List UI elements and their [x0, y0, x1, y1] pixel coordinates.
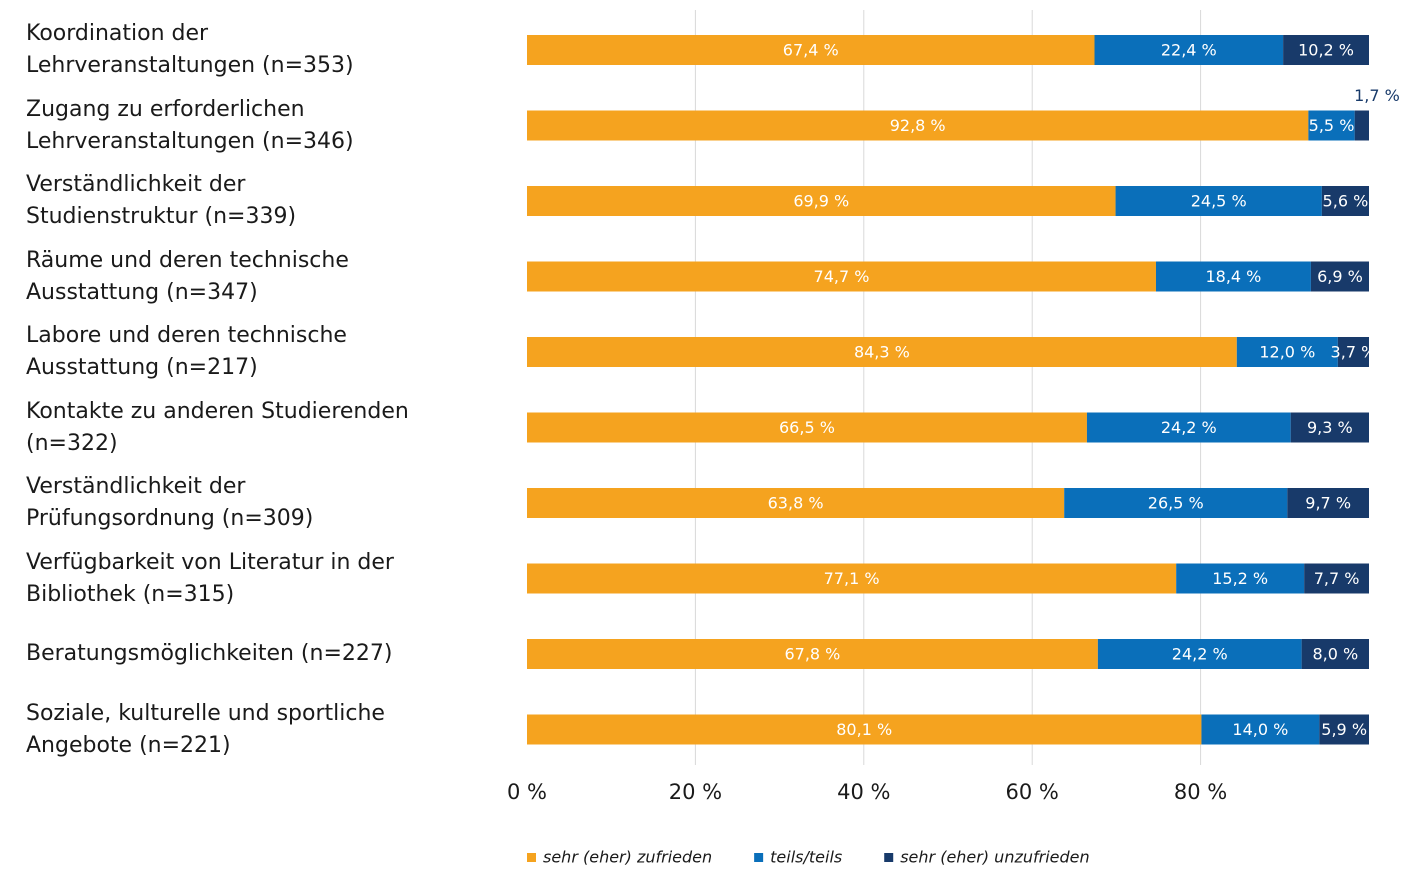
value-label: 22,4 % [1161, 41, 1217, 60]
value-label: 10,2 % [1298, 41, 1354, 60]
bar-segment [1086, 412, 1291, 443]
bar-segment [527, 35, 1095, 65]
category-label: Verständlichkeit der Studienstruktur (n=… [26, 172, 297, 229]
bar-segment [1097, 639, 1302, 669]
value-label: 74,7 % [814, 267, 870, 286]
bar-segment [1283, 35, 1369, 65]
category-label: Soziale, kulturelle und sportliche Angeb… [26, 700, 385, 758]
value-label: 67,4 % [783, 41, 839, 60]
value-label: 24,2 % [1161, 418, 1217, 437]
bar-segment [1304, 563, 1369, 594]
bar-segment [1319, 714, 1369, 745]
bar-segment [527, 714, 1202, 745]
legend-label: sehr (eher) unzufrieden [900, 848, 1089, 867]
value-label: 15,2 % [1212, 569, 1268, 588]
value-label: 9,3 % [1307, 418, 1353, 437]
bar-segment [527, 261, 1156, 292]
bar-segment [1236, 337, 1338, 367]
x-tick-label: 80 % [1174, 780, 1227, 804]
bar-segment [1201, 714, 1320, 745]
value-label: 67,8 % [784, 645, 840, 664]
value-label: 14,0 % [1232, 720, 1288, 739]
bar-segment [1321, 186, 1369, 216]
x-tick-label: 40 % [837, 780, 890, 804]
category-label: Kontakte zu anderen Studierenden (n=322) [26, 398, 409, 456]
value-label: 63,8 % [768, 494, 824, 513]
category-label: Verfügbarkeit von Literatur in der Bibli… [26, 549, 394, 607]
category-label: Räume und deren technische Ausstattung (… [26, 247, 349, 305]
category-label: Labore und deren technische Ausstattung … [26, 323, 347, 380]
value-label: 18,4 % [1205, 267, 1261, 286]
legend-swatch [754, 853, 764, 862]
bar-segment [527, 488, 1065, 518]
bar-segment [1301, 639, 1369, 669]
bar-segment [527, 110, 1309, 141]
value-label: 69,9 % [793, 192, 849, 211]
value-label: 24,2 % [1172, 645, 1228, 664]
value-label: 5,6 % [1323, 192, 1369, 211]
value-label: 84,3 % [854, 343, 910, 362]
category-label: Zugang zu erforderlichen Lehrveranstaltu… [26, 96, 354, 154]
bar-segment [527, 639, 1098, 669]
value-label: 3,7 % [1331, 343, 1377, 362]
legend-label: teils/teils [770, 848, 842, 867]
value-label: 5,9 % [1321, 720, 1367, 739]
bar-segment [527, 412, 1087, 443]
category-label: Beratungsmöglichkeiten (n=227) [26, 641, 393, 666]
bar-segment [1064, 488, 1288, 518]
value-label: 8,0 % [1312, 645, 1358, 664]
value-label: 80,1 % [836, 720, 892, 739]
x-tick-label: 60 % [1006, 780, 1059, 804]
x-tick-label: 0 % [507, 780, 547, 804]
bar-segment [1094, 35, 1284, 65]
bar-segment [1310, 261, 1369, 292]
value-label: 7,7 % [1314, 569, 1360, 588]
value-label: 1,7 % [1354, 86, 1400, 105]
legend-swatch [884, 853, 894, 862]
bar-segment [1155, 261, 1311, 292]
category-label: Verständlichkeit der Prüfungsordnung (n=… [26, 474, 314, 531]
value-label: 6,9 % [1317, 267, 1363, 286]
bar-segment [527, 563, 1177, 594]
bar-segment [1290, 412, 1369, 443]
value-label: 77,1 % [824, 569, 880, 588]
bar-segment [1354, 110, 1369, 141]
bar-segment [1115, 186, 1322, 216]
value-label: 26,5 % [1148, 494, 1204, 513]
value-label: 9,7 % [1305, 494, 1351, 513]
bar-segment [1287, 488, 1369, 518]
value-label: 24,5 % [1191, 192, 1247, 211]
bar-segment [1176, 563, 1305, 594]
value-label: 5,5 % [1309, 116, 1355, 135]
bar-segment [527, 337, 1237, 367]
bar-segment [527, 186, 1116, 216]
bar-segment [1337, 337, 1369, 367]
x-tick-label: 20 % [669, 780, 722, 804]
legend-swatch [527, 853, 536, 862]
value-label: 12,0 % [1259, 343, 1315, 362]
value-label: 66,5 % [779, 418, 835, 437]
category-label: Koordination der Lehrveranstaltungen (n=… [26, 21, 354, 78]
bar-segment [1308, 110, 1355, 141]
legend-label: sehr (eher) zufrieden [543, 848, 712, 867]
value-label: 92,8 % [890, 116, 946, 135]
